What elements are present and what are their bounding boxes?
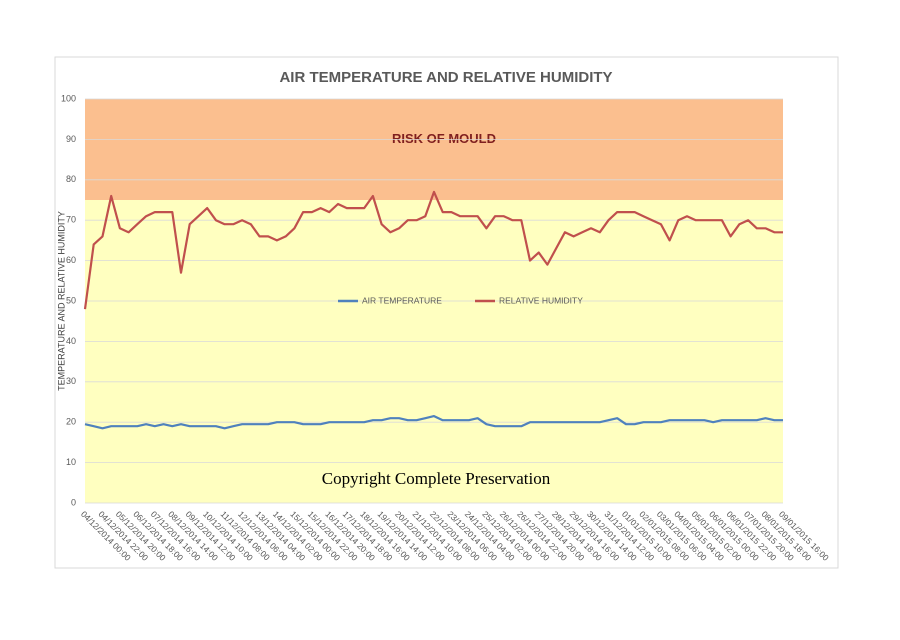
y-tick-label: 80 — [66, 174, 76, 184]
zone — [85, 200, 783, 503]
y-tick-label: 20 — [66, 417, 76, 427]
y-tick-label: 40 — [66, 336, 76, 346]
y-tick-label: 0 — [71, 497, 76, 507]
y-tick-label: 30 — [66, 376, 76, 386]
legend-label: AIR TEMPERATURE — [362, 295, 442, 305]
y-tick-label: 60 — [66, 255, 76, 265]
series-line — [84, 415, 783, 430]
y-tick-label: 70 — [66, 215, 76, 225]
annotation: Copyright Complete Preservation — [322, 469, 551, 488]
y-tick-label: 90 — [66, 134, 76, 144]
plot-area — [85, 99, 783, 503]
y-tick-label: 100 — [61, 93, 76, 103]
zone — [85, 99, 783, 200]
chart-title: AIR TEMPERATURE AND RELATIVE HUMIDITY — [279, 69, 612, 86]
y-tick-label: 10 — [66, 457, 76, 467]
zone-label: RISK OF MOULD — [392, 131, 496, 146]
legend-label: RELATIVE HUMIDITY — [499, 295, 583, 305]
series-line — [83, 190, 783, 310]
y-axis-label: TEMPERATURE AND RELATIVE HUMIDITY — [56, 211, 66, 391]
y-tick-label: 50 — [66, 295, 76, 305]
